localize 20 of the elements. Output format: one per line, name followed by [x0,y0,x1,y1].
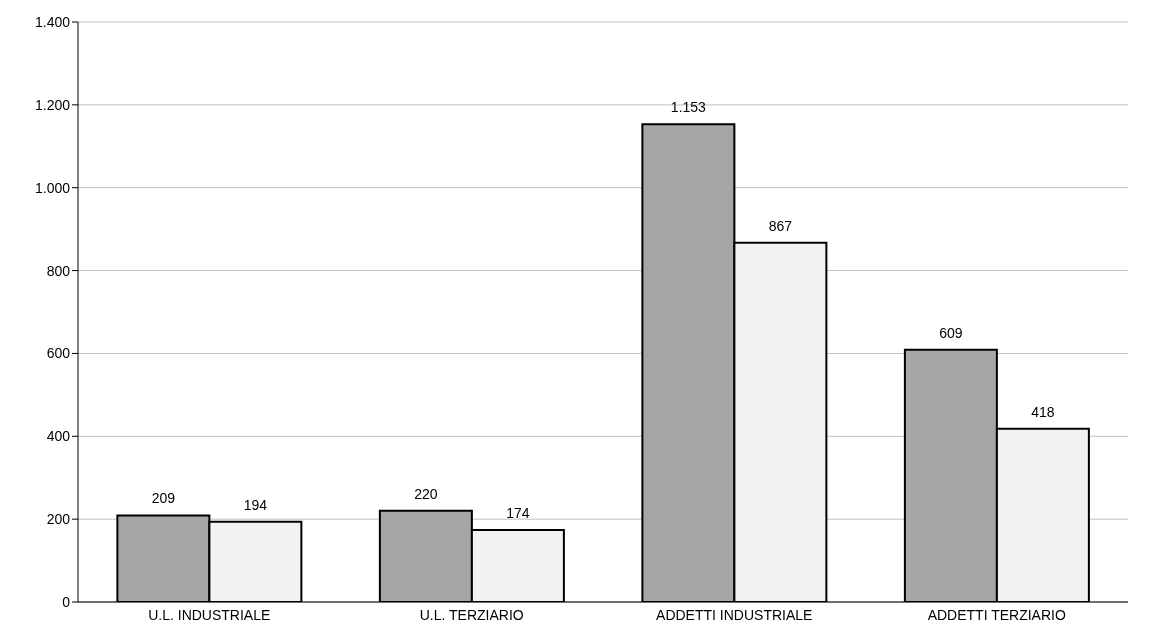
data-label: 209 [151,490,176,507]
x-tick-label: ADDETTI TERZIARIO [927,606,1066,623]
x-tick-label: U.L. TERZIARIO [419,606,524,623]
data-label: 1.153 [670,99,707,116]
x-tick-label: U.L. INDUSTRIALE [148,606,271,623]
y-tick-label: 200 [46,511,71,528]
y-tick-label: 600 [46,345,71,362]
y-tick-label: 1.200 [34,96,71,113]
y-tick-label: 0 [62,593,71,610]
x-tick-label: ADDETTI INDUSTRIALE [656,606,813,623]
y-tick-label: 400 [46,428,71,445]
y-tick-label: 800 [46,262,71,279]
data-label: 418 [1031,403,1055,420]
y-tick-label: 1.400 [34,13,71,30]
data-label: 194 [243,496,268,513]
data-label: 867 [768,217,793,234]
data-label: 609 [939,324,963,341]
data-label: 220 [414,485,438,502]
y-tick-label: 1.000 [34,179,71,196]
data-label: 174 [506,504,530,521]
